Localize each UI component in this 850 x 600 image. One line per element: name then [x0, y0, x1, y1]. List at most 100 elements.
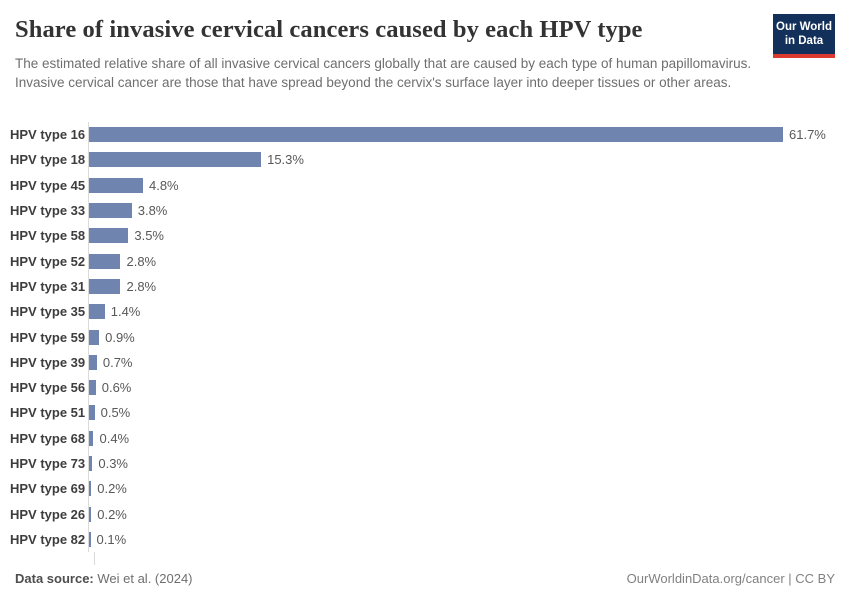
bar-chart: HPV type 16 61.7% HPV type 18 15.3% HPV type… [10, 122, 835, 566]
bar-row: HPV type 33 3.8% [10, 197, 835, 224]
bar[interactable] [89, 405, 95, 421]
page-title: Share of invasive cervical cancers cause… [15, 16, 643, 43]
bar-value-label: 0.1% [96, 531, 127, 547]
bar-row: HPV type 31 2.8% [10, 273, 835, 300]
bar-value-label: 61.7% [789, 127, 826, 143]
bar-rows: HPV type 16 61.7% HPV type 18 15.3% HPV type… [10, 122, 835, 553]
bar-category-label: HPV type 59 [10, 329, 86, 345]
bar-row: HPV type 59 0.9% [10, 324, 835, 350]
bar-category-label: HPV type 82 [10, 531, 86, 547]
bar-track: 0.2% [88, 501, 835, 527]
bar-row: HPV type 39 0.7% [10, 349, 835, 375]
bar[interactable] [89, 354, 97, 370]
bar-value-label: 3.5% [134, 228, 164, 244]
attribution-link[interactable]: OurWorldinData.org/cancer | CC BY [626, 571, 835, 586]
bar-track: 2.8% [88, 248, 835, 274]
bar-track: 0.1% [88, 526, 835, 553]
bar-row: HPV type 56 0.6% [10, 374, 835, 401]
bar-track: 0.6% [88, 374, 835, 401]
bar-value-label: 2.8% [126, 253, 157, 269]
bar-track: 15.3% [88, 147, 835, 173]
bar-category-label: HPV type 18 [10, 152, 86, 168]
bar-track: 4.8% [88, 172, 835, 198]
chart-header: Share of invasive cervical cancers cause… [15, 14, 835, 92]
bar-track: 0.2% [88, 476, 835, 502]
bar[interactable] [89, 253, 121, 269]
y-axis-line [94, 552, 835, 566]
bar[interactable] [89, 304, 105, 320]
owid-logo: Our World in Data [773, 14, 835, 58]
bar-category-label: HPV type 58 [10, 228, 86, 244]
bar-track: 0.5% [88, 400, 835, 426]
bar-category-label: HPV type 56 [10, 380, 86, 396]
bar[interactable] [89, 152, 262, 168]
bar-value-label: 0.4% [99, 430, 130, 446]
bar[interactable] [89, 203, 132, 219]
owid-logo-line2: in Data [784, 35, 824, 48]
bar-value-label: 0.7% [102, 354, 133, 370]
bar-value-label: 1.4% [110, 304, 141, 320]
bar-row: HPV type 52 2.8% [10, 248, 835, 274]
data-source-value: Wei et al. (2024) [93, 571, 193, 586]
bar-row: HPV type 26 0.2% [10, 501, 835, 527]
data-source: Data source: Wei et al. (2024) [15, 571, 193, 586]
bar[interactable] [89, 127, 783, 143]
bar-value-label: 15.3% [267, 152, 304, 168]
owid-logo-line1: Our World [776, 21, 833, 33]
bar-category-label: HPV type 73 [10, 456, 86, 471]
bar[interactable] [89, 456, 93, 471]
bar-row: HPV type 68 0.4% [10, 425, 835, 451]
bar-track: 61.7% [88, 122, 835, 148]
bar-row: HPV type 82 0.1% [10, 526, 835, 553]
bar-track: 0.9% [88, 324, 835, 350]
bar-value-label: 0.2% [97, 506, 127, 522]
bar-category-label: HPV type 68 [10, 430, 86, 446]
bar-category-label: HPV type 33 [10, 203, 86, 219]
bar-value-label: 0.5% [100, 405, 131, 421]
bar-category-label: HPV type 31 [10, 278, 86, 294]
bar-track: 3.8% [88, 197, 835, 224]
bar[interactable] [89, 278, 121, 294]
bar-track: 2.8% [88, 273, 835, 300]
bar[interactable] [89, 177, 143, 193]
bar-category-label: HPV type 39 [10, 354, 86, 370]
bar-value-label: 0.2% [97, 481, 127, 497]
bar-value-label: 2.8% [126, 278, 157, 294]
bar-value-label: 3.8% [137, 203, 168, 219]
bar[interactable] [89, 481, 92, 497]
bar-row: HPV type 69 0.2% [10, 476, 835, 502]
bar-track: 0.7% [88, 349, 835, 375]
bar-value-label: 0.3% [98, 456, 128, 471]
bar[interactable] [89, 430, 94, 446]
bar-row: HPV type 16 61.7% [10, 122, 835, 148]
bar[interactable] [89, 380, 96, 396]
bar-row: HPV type 73 0.3% [10, 450, 835, 477]
bar-category-label: HPV type 51 [10, 405, 86, 421]
data-source-label: Data source: [15, 571, 94, 586]
bar-category-label: HPV type 26 [10, 506, 86, 522]
bar-row: HPV type 18 15.3% [10, 147, 835, 173]
bar-category-label: HPV type 16 [10, 127, 86, 143]
bar-value-label: 0.6% [101, 380, 132, 396]
bar-row: HPV type 51 0.5% [10, 400, 835, 426]
bar-track: 1.4% [88, 299, 835, 325]
bar-row: HPV type 45 4.8% [10, 172, 835, 198]
bar[interactable] [89, 506, 92, 522]
bar-category-label: HPV type 52 [10, 253, 86, 269]
bar-category-label: HPV type 35 [10, 304, 86, 320]
bar-track: 3.5% [88, 223, 835, 249]
bar-value-label: 0.9% [105, 329, 135, 345]
chart-footer: Data source: Wei et al. (2024) OurWorldi… [15, 571, 835, 586]
bar[interactable] [89, 329, 100, 345]
bar-row: HPV type 35 1.4% [10, 299, 835, 325]
bar-value-label: 4.8% [148, 177, 179, 193]
bar[interactable] [89, 228, 129, 244]
chart-subtitle: The estimated relative share of all inva… [15, 56, 752, 91]
bar-category-label: HPV type 45 [10, 177, 86, 193]
bar-category-label: HPV type 69 [10, 481, 86, 497]
bar-track: 0.3% [88, 450, 835, 477]
bar-track: 0.4% [88, 425, 835, 451]
bar[interactable] [89, 531, 91, 547]
bar-row: HPV type 58 3.5% [10, 223, 835, 249]
